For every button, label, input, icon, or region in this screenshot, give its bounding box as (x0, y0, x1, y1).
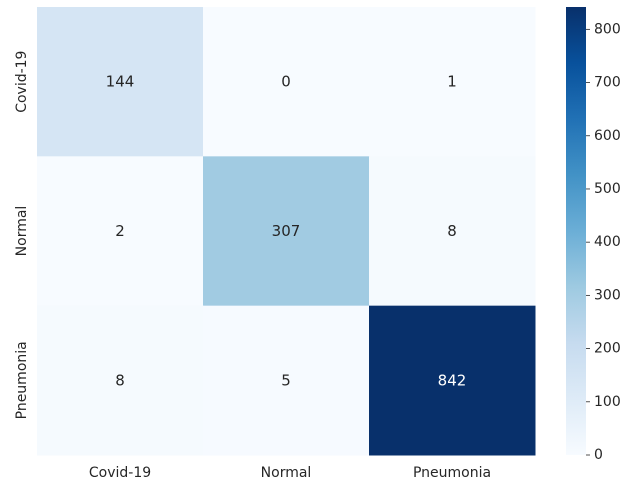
cell-value-label-2-0: 8 (115, 371, 125, 389)
heatmap-cell-1-0 (37, 156, 204, 307)
heatmap-cell-2-1 (203, 305, 370, 456)
y-tick-label-covid-19: Covid-19 (14, 51, 30, 113)
cell-value-label-0-2: 1 (447, 73, 457, 91)
heatmap-cell-labels: 144 0 1 2 307 8 8 5 842 (106, 73, 467, 390)
colorbar-tick-label-800: 800 (594, 21, 621, 37)
heatmap-cell-0-2 (369, 7, 536, 157)
heatmap-cell-0-1 (203, 7, 370, 157)
heatmap-cell-2-2 (369, 305, 536, 456)
y-axis-tick-labels: Covid-19 Normal Pneumonia (14, 51, 30, 420)
cell-value-label-2-1: 5 (281, 371, 291, 389)
colorbar-tick-label-500: 500 (594, 181, 621, 197)
heatmap-cells (37, 7, 536, 456)
x-tick-label-covid-19: Covid-19 (89, 465, 151, 481)
colorbar-tick-label-100: 100 (594, 394, 621, 410)
x-tick-label-pneumonia: Pneumonia (413, 465, 491, 481)
heatmap-cell-1-2 (369, 156, 536, 307)
colorbar-tick-label-700: 700 (594, 75, 621, 91)
colorbar-tick-label-600: 600 (594, 128, 621, 144)
heatmap-cell-0-0 (37, 7, 204, 157)
heatmap-cell-2-0 (37, 305, 204, 456)
y-tick-label-normal: Normal (14, 206, 30, 257)
cell-value-label-1-0: 2 (115, 222, 125, 240)
colorbar-tick-label-200: 200 (594, 341, 621, 357)
y-tick-label-pneumonia: Pneumonia (14, 341, 30, 419)
colorbar: 0 100 200 300 400 500 600 700 800 (566, 7, 621, 463)
cell-value-label-1-1: 307 (272, 222, 301, 240)
colorbar-tick-label-400: 400 (594, 234, 621, 250)
heatmap-cell-1-1 (203, 156, 370, 307)
cell-value-label-0-1: 0 (281, 73, 291, 91)
cell-value-label-0-0: 144 (106, 73, 135, 91)
colorbar-tick-label-300: 300 (594, 287, 621, 303)
colorbar-tick-label-0: 0 (594, 447, 603, 463)
colorbar-gradient (566, 7, 586, 455)
cell-value-label-2-2: 842 (438, 371, 467, 389)
cell-value-label-1-2: 8 (447, 222, 457, 240)
x-tick-label-normal: Normal (261, 465, 312, 481)
x-axis-tick-labels: Covid-19 Normal Pneumonia (89, 465, 491, 481)
